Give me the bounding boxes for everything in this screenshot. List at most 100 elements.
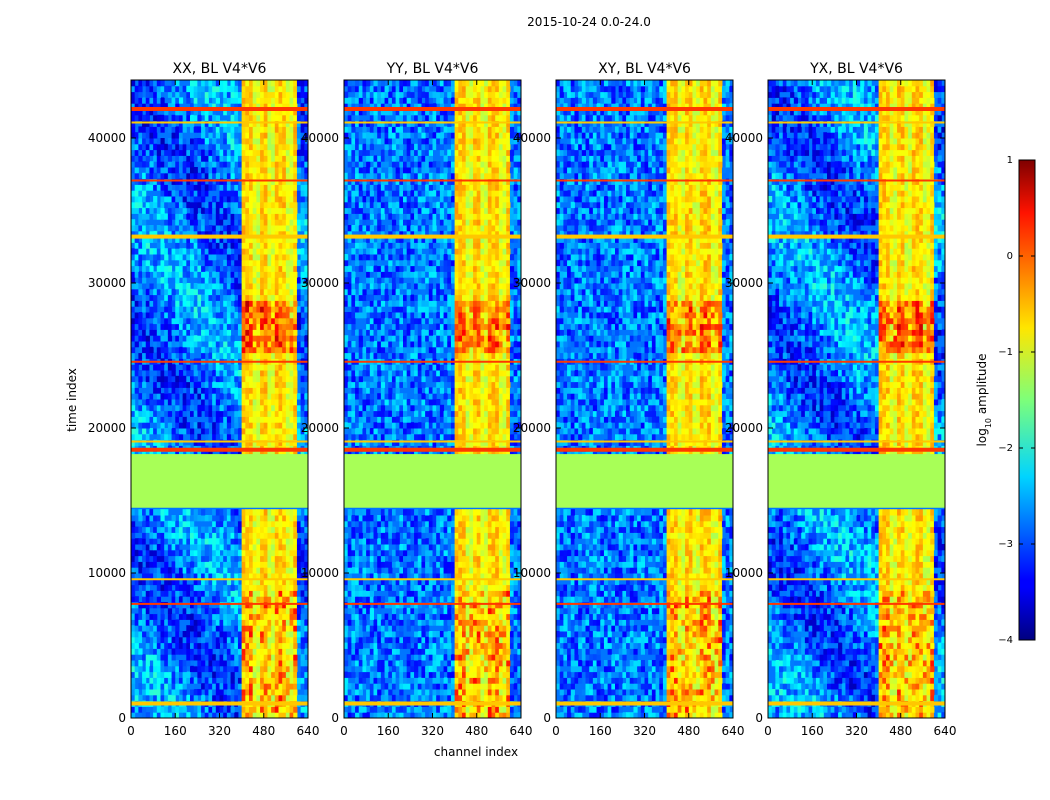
heatmap-cell: [201, 312, 206, 319]
heatmap-cell: [289, 161, 294, 168]
heatmap-cell: [215, 706, 220, 713]
heatmap-cell: [215, 126, 220, 133]
heatmap-cell: [443, 625, 448, 632]
heatmap-cell: [234, 109, 239, 116]
heatmap-cell: [215, 132, 220, 139]
heatmap-cell: [153, 393, 158, 400]
heatmap-cell: [304, 312, 308, 319]
heatmap-cell: [204, 642, 209, 649]
heatmap-cell: [252, 306, 257, 313]
heatmap-cell: [425, 648, 430, 655]
heatmap-cell: [245, 271, 250, 278]
heatmap-cell: [153, 103, 158, 110]
heatmap-cell: [201, 596, 206, 603]
heatmap-cell: [223, 85, 228, 93]
heatmap-cell: [260, 335, 265, 342]
heatmap-cell: [274, 277, 279, 284]
heatmap-cell: [252, 370, 257, 377]
heatmap-cell: [260, 689, 265, 696]
heatmap-cell: [249, 375, 254, 383]
heatmap-cell: [156, 422, 161, 429]
heatmap-cell: [131, 526, 136, 533]
heatmap-cell: [462, 654, 467, 661]
heatmap-cell: [164, 346, 169, 354]
heatmap-cell: [215, 526, 220, 533]
heatmap-cell: [160, 381, 165, 388]
heatmap-cell: [260, 120, 265, 127]
heatmap-cell: [223, 439, 228, 446]
heatmap-cell: [131, 109, 136, 116]
heatmap-cell: [245, 114, 250, 122]
heatmap-cell: [447, 660, 452, 667]
heatmap-cell: [237, 329, 243, 336]
heatmap-cell: [267, 590, 272, 597]
heatmap-cell: [190, 138, 195, 145]
heatmap-cell: [164, 712, 169, 718]
heatmap-cell: [182, 109, 187, 116]
heatmap-cell: [293, 613, 298, 620]
heatmap-cell: [260, 433, 265, 441]
heatmap-cell: [226, 555, 232, 562]
heatmap-cell: [484, 665, 489, 673]
heatmap-cell: [197, 567, 202, 574]
heatmap-cell: [267, 207, 272, 214]
heatmap-cell: [249, 526, 254, 533]
heatmap-cell: [219, 654, 224, 661]
heatmap-cell: [410, 671, 415, 678]
heatmap-cell: [274, 317, 279, 325]
heatmap-cell: [178, 677, 184, 684]
heatmap-cell: [432, 683, 437, 690]
heatmap-cell: [145, 410, 150, 417]
heatmap-cell: [249, 346, 254, 354]
heatmap-cell: [274, 288, 279, 296]
heatmap-cell: [171, 549, 176, 557]
heatmap-cell: [395, 671, 400, 678]
heatmap-cell: [131, 300, 136, 307]
heatmap-cell: [171, 706, 176, 713]
heatmap-cell: [219, 317, 224, 325]
heatmap-cell: [201, 242, 206, 249]
heatmap-cell: [226, 178, 232, 185]
heatmap-cell: [142, 300, 147, 307]
heatmap-cell: [153, 416, 158, 423]
heatmap-cell: [458, 619, 463, 626]
heatmap-cell: [167, 329, 173, 336]
heatmap-cell: [260, 259, 265, 267]
heatmap-cell: [223, 271, 228, 278]
heatmap-cell: [234, 138, 239, 145]
heatmap-cell: [362, 660, 367, 667]
heatmap-cell: [439, 677, 445, 684]
heatmap-cell: [212, 201, 217, 209]
heatmap-cell: [164, 410, 169, 417]
heatmap-cell: [293, 242, 298, 249]
heatmap-cell: [384, 671, 389, 678]
heatmap-cell: [513, 654, 518, 661]
heatmap-cell: [186, 567, 191, 574]
heatmap-cell: [197, 155, 202, 162]
heatmap-cell: [212, 631, 217, 638]
heatmap-cell: [156, 416, 161, 423]
heatmap-cell: [249, 352, 254, 359]
heatmap-cell: [164, 509, 169, 516]
heatmap-cell: [304, 364, 308, 371]
heatmap-cell: [282, 631, 287, 638]
heatmap-cell: [145, 422, 150, 429]
heatmap-cell: [296, 97, 302, 104]
heatmap-cell: [454, 636, 459, 644]
heatmap-cell: [167, 265, 173, 272]
heatmap-cell: [237, 283, 243, 290]
heatmap-cell: [219, 219, 224, 226]
heatmap-cell: [190, 85, 195, 93]
heatmap-cell: [142, 683, 147, 690]
heatmap-cell: [450, 660, 456, 667]
heatmap-cell: [234, 526, 239, 533]
heatmap-cell: [454, 683, 459, 690]
heatmap-cell: [223, 381, 228, 388]
heatmap-cell: [178, 207, 184, 214]
heatmap-cell: [182, 404, 187, 412]
heatmap-cell: [153, 520, 158, 528]
heatmap-cell: [234, 590, 239, 597]
heatmap-cell: [439, 642, 445, 649]
heatmap-cell: [260, 341, 265, 348]
heatmap-cell: [252, 277, 257, 284]
